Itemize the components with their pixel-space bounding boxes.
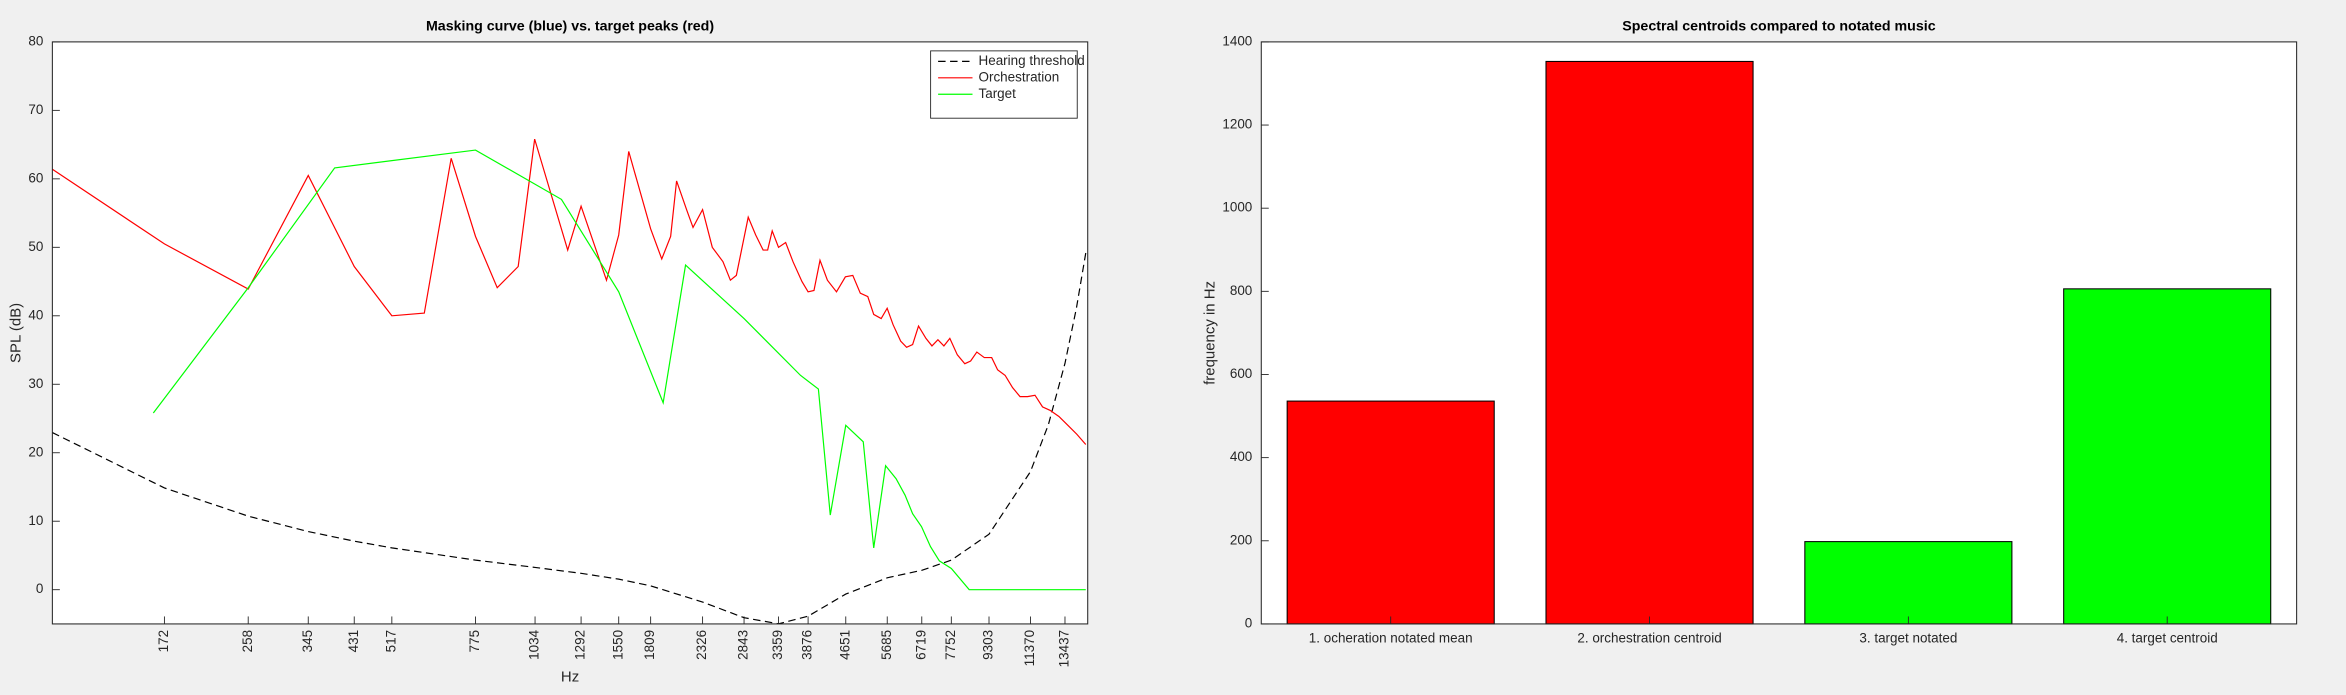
bar xyxy=(1804,541,2013,625)
bar xyxy=(1286,400,1495,625)
plot-lines xyxy=(52,138,1087,624)
axes-frame xyxy=(51,41,1089,625)
y-tick-label: 200 xyxy=(1230,532,1252,547)
series-line xyxy=(52,138,1087,445)
x-tick-label: 11370 xyxy=(1022,630,1037,666)
y-tick-label: 0 xyxy=(36,581,43,596)
bar xyxy=(2063,288,2272,625)
y-tick-label: 30 xyxy=(28,376,43,391)
x-tick-label: 1. ocheration notated mean xyxy=(1309,630,1473,645)
chart-title: Spectral centroids compared to notated m… xyxy=(1622,19,1935,35)
y-tick-label: 1000 xyxy=(1222,200,1252,215)
x-tick-label: 3876 xyxy=(800,630,815,660)
y-tick-label: 50 xyxy=(28,239,43,254)
x-tick-label: 9303 xyxy=(981,630,996,660)
y-tick-label: 70 xyxy=(28,102,43,117)
x-tick-label: 172 xyxy=(156,630,171,652)
y-tick-label: 400 xyxy=(1230,449,1252,464)
x-tick-label: 258 xyxy=(240,630,255,652)
x-tick-label: 7752 xyxy=(943,630,958,660)
x-tick-label: 2326 xyxy=(694,630,709,660)
x-tick-label: 1809 xyxy=(642,630,657,660)
axes-frame xyxy=(1260,41,2298,625)
x-tick-label: 3. target notated xyxy=(1859,630,1957,645)
y-tick-label: 80 xyxy=(28,33,43,48)
x-tick-label: 4651 xyxy=(837,630,852,660)
chart-title: Masking curve (blue) vs. target peaks (r… xyxy=(426,19,714,35)
y-axis-label: SPL (dB) xyxy=(7,303,24,363)
bar xyxy=(1545,60,1754,625)
series-line xyxy=(52,252,1087,624)
y-tick-label: 10 xyxy=(28,513,43,528)
legend-label: Orchestration xyxy=(978,69,1059,84)
y-tick-label: 40 xyxy=(28,307,43,322)
y-axis-label: frequency in Hz xyxy=(1201,281,1218,385)
y-tick-label: 600 xyxy=(1230,366,1252,381)
x-tick-label: 2843 xyxy=(736,630,751,660)
y-tick-label: 0 xyxy=(1245,615,1252,630)
x-axis-label: Hz xyxy=(561,669,579,686)
y-tick-label: 60 xyxy=(28,170,43,185)
y-tick-label: 800 xyxy=(1230,283,1252,298)
x-tick-label: 345 xyxy=(300,630,315,652)
x-tick-label: 1034 xyxy=(527,629,542,659)
x-tick-label: 1292 xyxy=(573,630,588,660)
y-tick-label: 1200 xyxy=(1222,117,1252,132)
x-tick-label: 5685 xyxy=(879,630,894,660)
x-tick-label: 6719 xyxy=(913,630,928,660)
series-line xyxy=(152,149,1086,591)
x-tick-label: 1550 xyxy=(610,630,625,660)
x-tick-label: 2. orchestration centroid xyxy=(1577,630,1721,645)
x-tick-label: 13437 xyxy=(1057,630,1072,667)
y-tick-label: 20 xyxy=(28,444,43,459)
legend-label: Target xyxy=(978,86,1016,101)
x-tick-label: 517 xyxy=(383,630,398,652)
y-tick-label: 1400 xyxy=(1222,33,1252,48)
x-tick-label: 431 xyxy=(346,630,361,652)
x-tick-label: 4. target centroid xyxy=(2117,630,2218,645)
legend-label: Hearing threshold xyxy=(978,53,1084,68)
legend-box xyxy=(930,50,1078,119)
x-tick-label: 775 xyxy=(467,630,482,652)
axes-background xyxy=(52,41,1088,624)
x-tick-label: 3359 xyxy=(770,630,785,660)
